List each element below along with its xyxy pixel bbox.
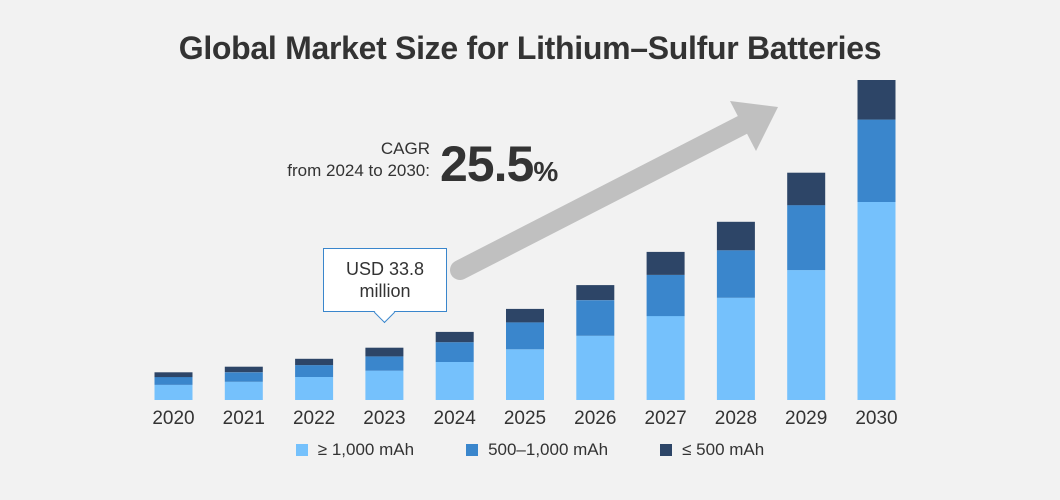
bar-2026-series-0 bbox=[576, 335, 615, 400]
bar-2027-series-1 bbox=[646, 274, 685, 317]
bar-2020-series-0 bbox=[154, 385, 193, 400]
legend-label-medium: 500–1,000 mAh bbox=[488, 440, 609, 459]
legend-swatch-large bbox=[295, 444, 308, 456]
bar-2024-series-1 bbox=[435, 342, 474, 362]
market-size-callout: USD 33.8 million bbox=[323, 248, 447, 312]
bar-2020-series-1 bbox=[154, 377, 193, 385]
bar-2024-series-2 bbox=[435, 331, 474, 343]
bar-2023-series-0 bbox=[365, 370, 404, 400]
legend-label-small: ≤ 500 mAh bbox=[682, 440, 765, 459]
x-tick-2029: 2029 bbox=[785, 408, 827, 429]
bar-2022-series-2 bbox=[295, 358, 334, 366]
chart-title: Global Market Size for Lithium–Sulfur Ba… bbox=[178, 30, 882, 66]
bar-2022-series-0 bbox=[295, 377, 334, 400]
bar-2021-series-2 bbox=[224, 366, 263, 373]
growth-arrow bbox=[450, 101, 778, 280]
x-tick-2026: 2026 bbox=[574, 408, 616, 429]
bar-2021-series-0 bbox=[224, 381, 263, 400]
bar-2030-series-2 bbox=[857, 80, 896, 120]
bars-group bbox=[154, 80, 896, 400]
legend-item-small: ≤ 500 mAh bbox=[660, 440, 764, 460]
legend-item-medium: 500–1,000 mAh bbox=[466, 440, 608, 460]
bar-2023-series-1 bbox=[365, 356, 404, 371]
bar-2025-series-2 bbox=[506, 308, 544, 323]
cagr-value: 25.5% bbox=[440, 135, 558, 193]
bar-2026-series-2 bbox=[576, 285, 615, 301]
bar-2022-series-1 bbox=[295, 365, 334, 377]
legend: ≥ 1,000 mAh 500–1,000 mAh ≤ 500 mAh bbox=[0, 440, 1060, 460]
bar-2028-series-1 bbox=[716, 250, 755, 298]
bar-2029-series-1 bbox=[787, 205, 826, 271]
x-tick-2028: 2028 bbox=[715, 408, 757, 429]
legend-label-large: ≥ 1,000 mAh bbox=[317, 440, 415, 459]
cagr-label: CAGR from 2024 to 2030: bbox=[287, 138, 430, 182]
cagr-percent-sign: % bbox=[533, 156, 559, 187]
bar-2028-series-2 bbox=[716, 221, 755, 251]
bar-2026-series-1 bbox=[576, 300, 615, 336]
x-tick-2020: 2020 bbox=[152, 408, 194, 429]
cagr-label-line1: CAGR bbox=[380, 139, 430, 158]
bar-2021-series-1 bbox=[224, 372, 263, 382]
x-tick-labels: 2020 2021 2022 2023 2024 2025 2026 2027 2028 2029… bbox=[152, 408, 897, 429]
bar-2025-series-0 bbox=[506, 349, 544, 400]
bar-2023-series-2 bbox=[365, 347, 404, 357]
bar-2024-series-0 bbox=[435, 362, 474, 400]
x-tick-2024: 2024 bbox=[434, 408, 477, 429]
bar-2029-series-0 bbox=[787, 270, 826, 400]
callout-line2: million bbox=[359, 281, 411, 301]
bar-2027-series-2 bbox=[646, 251, 685, 275]
bar-2030-series-0 bbox=[857, 202, 896, 400]
legend-item-large: ≥ 1,000 mAh bbox=[295, 440, 415, 460]
bar-2020-series-2 bbox=[154, 372, 193, 378]
legend-swatch-small bbox=[660, 444, 673, 456]
cagr-number: 25.5 bbox=[440, 136, 534, 192]
x-tick-2021: 2021 bbox=[223, 408, 265, 429]
bar-2030-series-1 bbox=[857, 119, 896, 202]
legend-swatch-medium bbox=[466, 444, 479, 456]
bar-2027-series-0 bbox=[646, 316, 685, 400]
x-tick-2022: 2022 bbox=[293, 408, 335, 429]
x-tick-2023: 2023 bbox=[363, 408, 405, 429]
bar-2028-series-0 bbox=[716, 297, 755, 400]
bar-2029-series-2 bbox=[787, 172, 826, 206]
callout-line1: USD 33.8 bbox=[345, 259, 425, 279]
bar-2025-series-1 bbox=[506, 322, 544, 350]
x-tick-2027: 2027 bbox=[644, 408, 686, 429]
cagr-label-line2: from 2024 to 2030: bbox=[287, 161, 430, 180]
x-tick-2030: 2030 bbox=[855, 408, 897, 429]
x-tick-2025: 2025 bbox=[504, 408, 546, 429]
